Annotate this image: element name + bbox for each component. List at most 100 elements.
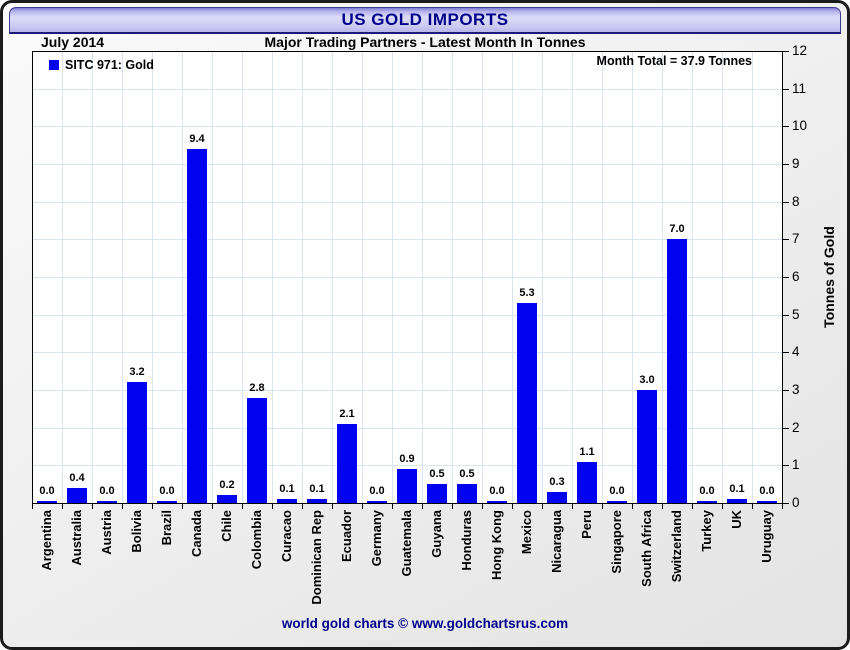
bar <box>577 462 597 503</box>
x-axis-tick <box>662 504 663 509</box>
x-axis-category-label: Colombia <box>242 510 272 622</box>
x-axis-category-text: Austria <box>99 510 114 555</box>
bar-value-label: 2.1 <box>339 408 355 420</box>
x-axis-category-label: Hong Kong <box>482 510 512 622</box>
bar-value-label: 0.0 <box>609 485 625 497</box>
bar <box>337 424 357 503</box>
x-axis-tick <box>212 504 213 509</box>
x-axis-tick <box>452 504 453 509</box>
x-axis-category-label: Turkey <box>692 510 722 622</box>
x-axis-category-label: Germany <box>362 510 392 622</box>
x-axis-category-text: Nicaragua <box>549 510 564 573</box>
x-axis-category-label: Argentina <box>32 510 62 622</box>
bar-value-label: 0.0 <box>99 485 115 497</box>
bar <box>217 495 237 503</box>
vertical-gridline <box>212 52 213 503</box>
vertical-gridline <box>242 52 243 503</box>
x-axis-category-text: Chile <box>219 510 234 542</box>
y-axis-title: Tonnes of Gold <box>821 226 837 328</box>
bar-series-layer: 0.0 0.4 0.0 3.2 0.0 9.4 0.2 2.8 0.1 0.1 2.1 0.0 0.9 0… <box>3 3 847 647</box>
horizontal-gridline <box>33 428 782 429</box>
x-axis-category-text: UK <box>729 510 744 529</box>
x-axis-category-label: Nicaragua <box>542 510 572 622</box>
bar <box>517 303 537 503</box>
vertical-gridline <box>602 52 603 503</box>
bar-value-label: 0.1 <box>729 483 745 495</box>
y-axis-tick <box>783 202 789 203</box>
legend: SITC 971: Gold <box>49 58 154 72</box>
vertical-gridline <box>752 52 753 503</box>
x-axis-category-label: Dominican Rep <box>302 510 332 622</box>
bar <box>607 501 627 503</box>
chart-title: US GOLD IMPORTS <box>341 10 509 29</box>
x-axis-tick <box>782 504 783 509</box>
x-axis-tick <box>392 504 393 509</box>
x-axis-category-text: Canada <box>189 510 204 557</box>
month-total-annotation: Month Total = 37.9 Tonnes <box>596 54 752 68</box>
horizontal-gridline <box>33 89 782 90</box>
bar-value-label: 1.1 <box>579 446 595 458</box>
vertical-gridline <box>392 52 393 503</box>
x-axis-tick <box>722 504 723 509</box>
x-axis-category-label: Chile <box>212 510 242 622</box>
x-axis-category-text: Brazil <box>159 510 174 546</box>
x-axis-category-text: Switzerland <box>669 510 684 583</box>
vertical-gridline <box>692 52 693 503</box>
y-axis-tick <box>783 465 789 466</box>
y-axis-tick-label: 1 <box>792 457 800 472</box>
footer-credit: world gold charts © www.goldchartsrus.co… <box>281 616 569 631</box>
vertical-gridline <box>362 52 363 503</box>
x-axis-category-text: Turkey <box>699 510 714 552</box>
bar-value-label: 3.2 <box>129 366 145 378</box>
horizontal-gridline <box>33 164 782 165</box>
y-axis-tick-label: 4 <box>792 344 800 359</box>
x-axis-category-label: Bolivia <box>122 510 152 622</box>
y-axis-tick <box>783 352 789 353</box>
bar <box>247 398 267 503</box>
bar-value-label: 7.0 <box>669 223 685 235</box>
x-axis-category-label: Brazil <box>152 510 182 622</box>
y-axis-tick-label: 7 <box>792 231 800 246</box>
horizontal-gridline <box>33 465 782 466</box>
x-axis-category-text: Bolivia <box>129 510 144 553</box>
bar-value-label: 2.8 <box>249 382 265 394</box>
y-axis-tick <box>783 239 789 240</box>
y-axis-tick-label: 9 <box>792 156 800 171</box>
x-axis-tick <box>182 504 183 509</box>
axis-layer: Argentina Australia Austria Bolivia Brazil Ca… <box>3 3 847 647</box>
x-axis-category-label: Guyana <box>422 510 452 622</box>
x-axis-category-text: Singapore <box>609 510 624 574</box>
x-axis-tick <box>482 504 483 509</box>
bar <box>427 484 447 503</box>
y-axis-tick <box>783 126 789 127</box>
x-axis-tick <box>302 504 303 509</box>
x-axis-category-label: Uruguay <box>752 510 782 622</box>
x-axis-category-label: Guatemala <box>392 510 422 622</box>
y-axis-tick <box>783 315 789 316</box>
y-axis-tick <box>783 277 789 278</box>
vertical-gridline <box>62 52 63 503</box>
x-axis-tick <box>332 504 333 509</box>
vertical-gridline <box>512 52 513 503</box>
x-axis-category-label: Honduras <box>452 510 482 622</box>
x-axis-tick <box>62 504 63 509</box>
x-axis-category-label: Ecuador <box>332 510 362 622</box>
bar <box>307 499 327 503</box>
bar-value-label: 0.0 <box>759 485 775 497</box>
x-axis-tick <box>362 504 363 509</box>
horizontal-gridline <box>33 277 782 278</box>
y-axis-tick <box>783 428 789 429</box>
bar-value-label: 0.0 <box>489 485 505 497</box>
x-axis-tick <box>242 504 243 509</box>
bar <box>487 501 507 503</box>
horizontal-gridline <box>33 352 782 353</box>
y-axis-tick-label: 10 <box>792 118 808 133</box>
bar-value-label: 0.0 <box>39 485 55 497</box>
y-axis-tick <box>783 51 789 52</box>
vertical-gridline <box>332 52 333 503</box>
y-axis-tick-label: 12 <box>792 43 808 58</box>
y-axis-tick <box>783 89 789 90</box>
x-axis-category-label: Peru <box>572 510 602 622</box>
vertical-gridline <box>542 52 543 503</box>
